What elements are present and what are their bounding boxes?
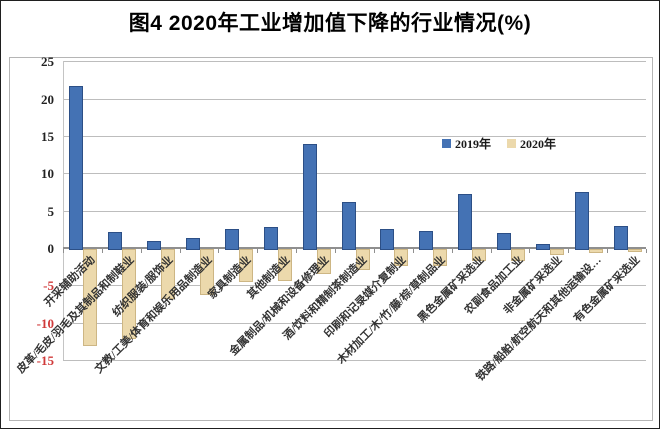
x-axis-tickmark [413, 249, 414, 253]
bar-2020 [239, 249, 253, 282]
legend-label: 2020年 [520, 137, 557, 151]
bar-2019 [614, 226, 628, 250]
x-axis-tickmark [568, 249, 569, 253]
bar-2020 [394, 249, 408, 266]
bar-2019 [342, 202, 356, 250]
chart-title: 图4 2020年工业增加值下降的行业情况(%) [128, 12, 532, 35]
bar-2020 [83, 249, 97, 346]
bar-2020 [278, 249, 292, 281]
gridline [63, 61, 646, 62]
bar-2019 [108, 232, 122, 250]
x-axis-tickmark [491, 249, 492, 253]
bar-2020 [161, 249, 175, 299]
y-tick-label: 0 [47, 241, 55, 256]
x-axis-tickmark [102, 249, 103, 253]
bar-2019 [186, 238, 200, 250]
x-axis-tickmark [257, 249, 258, 253]
bar-2019 [419, 231, 433, 250]
x-axis-tickmark [374, 249, 375, 253]
chart-legend: 2019年 2020年 [442, 135, 556, 152]
bar-2020 [433, 249, 447, 266]
bar-2019 [69, 86, 83, 250]
legend-label: 2019年 [455, 137, 492, 151]
bar-2019 [225, 229, 239, 250]
bar-2019 [303, 144, 317, 250]
bar-2019 [536, 244, 550, 250]
bar-2020 [589, 249, 603, 253]
x-axis-tickmark [335, 249, 336, 253]
bar-2019 [458, 194, 472, 250]
x-axis-tickmark [218, 249, 219, 253]
bar-2019 [497, 233, 511, 250]
bar-2019 [575, 192, 589, 250]
x-axis-tickmark [529, 249, 530, 253]
legend-item-2019: 2019年 [442, 135, 491, 152]
x-axis-tickmark [607, 249, 608, 253]
bar-2019 [147, 241, 161, 250]
gridline [63, 173, 646, 174]
x-axis-tickmark [646, 249, 647, 253]
x-axis-tickmark [141, 249, 142, 253]
gridline [63, 136, 646, 137]
x-axis-tickmark [296, 249, 297, 253]
y-tick-label: 20 [41, 92, 54, 107]
bar-2020 [550, 249, 564, 255]
x-axis-tickmark [452, 249, 453, 253]
y-tick-label: 5 [47, 204, 55, 219]
gridline [63, 285, 646, 286]
y-axis-line [63, 61, 64, 360]
y-tick-label: -10 [36, 316, 54, 331]
category-label: 黑色金属矿采选业 [415, 254, 487, 325]
gridline [63, 360, 646, 361]
bar-2020 [122, 249, 136, 339]
y-tick-label: -15 [36, 353, 54, 368]
y-tick-label: 10 [41, 166, 54, 181]
y-tick-label: -5 [43, 278, 54, 293]
y-tick-label: 15 [41, 129, 54, 144]
bar-2020 [628, 249, 642, 252]
bar-2020 [317, 249, 331, 274]
bar-2020 [511, 249, 525, 261]
bar-2019 [264, 227, 278, 250]
legend-swatch-icon [442, 139, 451, 148]
bar-2020 [200, 249, 214, 295]
bar-2020 [472, 249, 486, 261]
gridline [63, 99, 646, 100]
bar-2019 [380, 229, 394, 250]
bar-2020 [356, 249, 370, 270]
gridline [63, 323, 646, 324]
y-tick-label: 25 [41, 54, 54, 69]
legend-item-2020: 2020年 [507, 135, 556, 152]
category-label: 有色金属矿采选业 [571, 254, 643, 325]
x-axis-tickmark [63, 249, 64, 253]
legend-swatch-icon [507, 139, 517, 148]
x-axis-tickmark [180, 249, 181, 253]
